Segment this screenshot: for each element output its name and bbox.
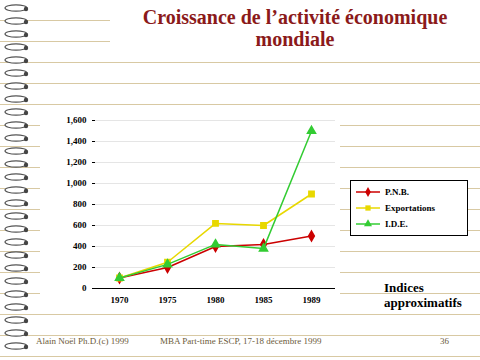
svg-text:200: 200 <box>73 262 87 272</box>
svg-text:1989: 1989 <box>303 295 322 305</box>
html-text:Indices approximatifs: Indices approximatifs <box>384 280 462 310</box>
svg-text:1985: 1985 <box>255 295 274 305</box>
svg-text:400: 400 <box>73 241 87 251</box>
html-text:I.D.E.: I.D.E. <box>385 219 408 229</box>
svg-text:1,600: 1,600 <box>66 115 87 125</box>
svg-text:1975: 1975 <box>159 295 178 305</box>
html-text:Exportations: Exportations <box>385 203 435 213</box>
svg-text:1,200: 1,200 <box>66 157 87 167</box>
svg-text:1,400: 1,400 <box>66 136 87 146</box>
svg-text:1980: 1980 <box>207 295 226 305</box>
svg-text:800: 800 <box>73 199 87 209</box>
html-text:Alain Noël Ph.D.(c) 1999: Alain Noël Ph.D.(c) 1999 <box>36 336 129 346</box>
html-text:MBA Part-time ESCP, 17-18 déce: MBA Part-time ESCP, 17-18 décembre 1999 <box>160 336 322 346</box>
html-text:P.N.B.: P.N.B. <box>385 187 409 197</box>
svg-text:600: 600 <box>73 220 87 230</box>
svg-text:1,000: 1,000 <box>66 178 87 188</box>
html-text:36: 36 <box>440 336 449 346</box>
html-text:Croissance de l’activité écono: Croissance de l’activité économique mond… <box>142 6 448 50</box>
svg-text:1970: 1970 <box>111 295 130 305</box>
svg-text:0: 0 <box>82 283 87 293</box>
